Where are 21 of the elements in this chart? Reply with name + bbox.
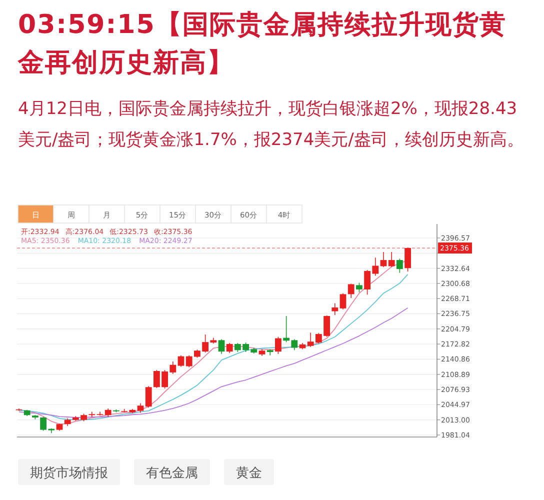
candlestick [137, 402, 144, 414]
candlestick [396, 258, 403, 274]
candlestick [348, 283, 354, 298]
candlestick [380, 252, 387, 268]
line-series [18, 307, 408, 418]
candlestick [388, 252, 395, 268]
candlestick [88, 411, 96, 418]
candlestick [226, 342, 233, 354]
candlestick [275, 336, 282, 354]
candlestick [356, 282, 362, 293]
chart-subtitle: 4月12日电，国际贵金属持续拉升，现货白银涨超2%，现报28.43美元/盎司；现货黄金涨1.7%，报2374美元/盎司，续创历史新高。 [18, 98, 525, 152]
chart-title: 03:59:15【国际贵金属持续拉升现货黄金再创历史新高】 [18, 9, 508, 80]
candlestick [145, 386, 152, 408]
text: 有色金属 [146, 466, 198, 481]
candlestick [266, 348, 274, 356]
text: 黄金 [236, 466, 262, 481]
text: 期货市场情报 [30, 466, 108, 481]
candlestick [218, 338, 225, 354]
candlestick [340, 292, 346, 310]
candlestick [178, 354, 184, 368]
candlestick [332, 302, 338, 316]
